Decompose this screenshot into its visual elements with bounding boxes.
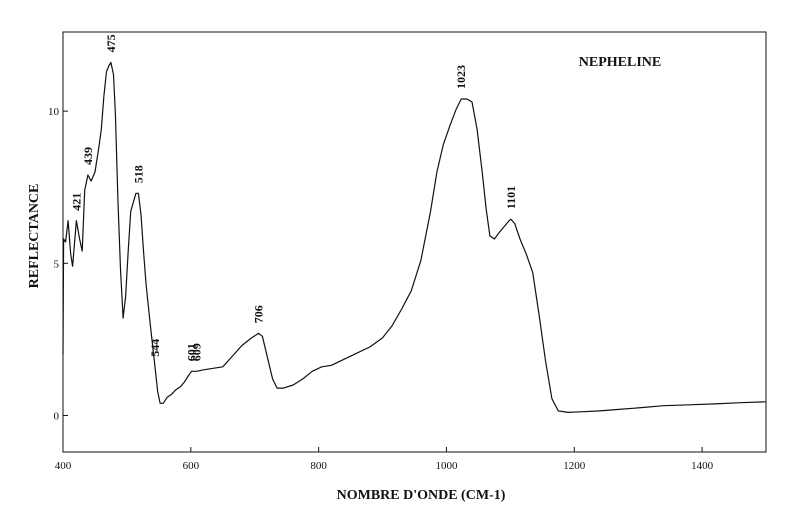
spectrum-line <box>62 61 767 413</box>
peak-label: 518 <box>131 165 145 183</box>
peak-label: 601 <box>185 343 199 361</box>
tick-layer: 400 600 800 1000 1200 1400 0 5 10 <box>48 106 714 472</box>
chart-title: NEPHELINE <box>579 55 661 70</box>
x-tick-label: 600 <box>183 460 200 472</box>
y-tick-label: 5 <box>54 258 60 270</box>
x-tick-label: 400 <box>55 460 72 472</box>
peak-label: 609 <box>190 343 204 361</box>
peak-label: 439 <box>81 147 95 165</box>
peak-label: 475 <box>104 34 118 52</box>
peak-label: 1101 <box>504 186 518 209</box>
x-axis-title: NOMBRE D'ONDE (CM-1) <box>337 488 506 503</box>
peak-label: 421 <box>69 193 83 211</box>
x-tick-label: 1000 <box>435 460 458 472</box>
peak-label: 544 <box>148 339 162 357</box>
y-tick-label: 10 <box>48 106 60 118</box>
peak-label: 706 <box>252 305 266 323</box>
x-tick-label: 1200 <box>563 460 586 472</box>
plot-frame <box>62 31 767 453</box>
peak-label: 1023 <box>454 65 468 89</box>
x-tick-label: 1400 <box>691 460 714 472</box>
y-axis-title: REFLECTANCE <box>27 184 42 289</box>
x-tick-label: 800 <box>310 460 327 472</box>
y-tick-label: 0 <box>54 410 60 422</box>
